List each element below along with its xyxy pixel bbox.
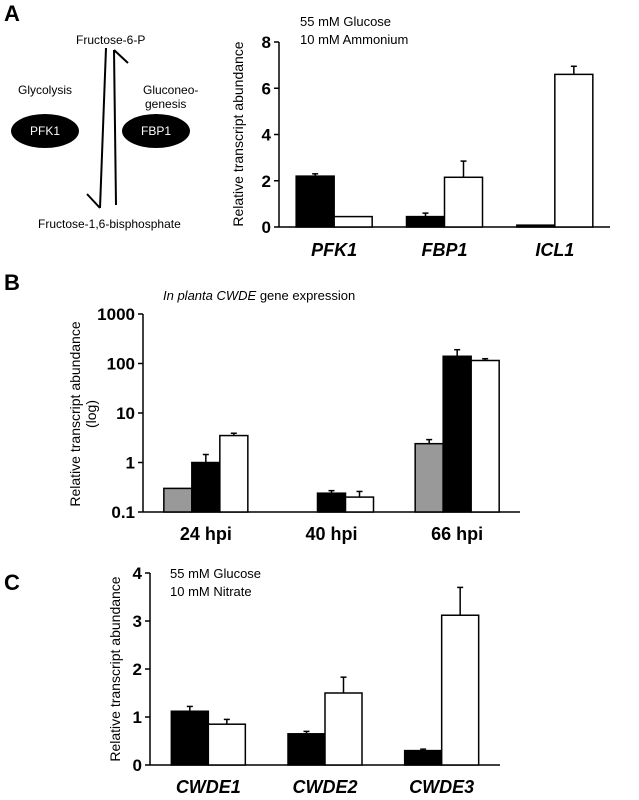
x-category-label: CWDE1	[176, 777, 241, 797]
diagram-bottom-label: Fructose-1,6-bisphosphate	[38, 217, 181, 231]
diagram-gluconeogenesis-line2: genesis	[145, 97, 186, 111]
bar	[403, 749, 443, 766]
x-category-label: CWDE2	[292, 777, 357, 797]
x-category-label: PFK1	[311, 240, 357, 260]
bar	[287, 733, 326, 766]
fbp1-enzyme-label: FBP1	[141, 124, 171, 138]
bar	[516, 224, 556, 228]
bar	[405, 215, 446, 228]
x-category-label: FBP1	[421, 240, 467, 260]
y-axis-label: Relative transcript abundance	[107, 576, 123, 761]
y-tick-label: 8	[262, 33, 271, 52]
gluconeogenesis-arrow-head	[113, 49, 129, 64]
y-tick-label: 2	[133, 660, 142, 679]
y-axis-label-2: (log)	[83, 400, 99, 428]
panel-c-letter: C	[4, 570, 20, 595]
y-tick-label: 100	[107, 355, 135, 374]
chart-a: 0 2 4 6 8 Relative transcript abundance 55 mM …	[230, 14, 610, 260]
x-category-label: 66 hpi	[431, 524, 483, 544]
y-tick-label: 4	[133, 564, 143, 583]
y-tick-label: 2	[262, 172, 271, 191]
chart-annotation: 55 mM Glucose	[170, 566, 261, 581]
bar	[440, 614, 480, 766]
bar	[324, 692, 363, 766]
chart-annotation: 55 mM Glucose	[300, 14, 391, 29]
diagram-glycolysis-label: Glycolysis	[18, 83, 72, 97]
y-tick-label: 1000	[97, 305, 135, 324]
pfk1-enzyme-oval	[11, 114, 79, 148]
y-tick-label: 0.1	[111, 503, 135, 522]
bar	[163, 487, 193, 513]
y-tick-label: 10	[116, 404, 135, 423]
diagram-top-label: Fructose-6-P	[76, 33, 145, 47]
bar	[219, 434, 249, 513]
chart-c: 0 1 2 3 4 Relative transcript abundance 55 mM …	[107, 564, 500, 797]
fbp1-enzyme-oval	[122, 114, 190, 148]
bar	[295, 175, 335, 228]
glycolysis-arrow-shaft	[99, 47, 107, 209]
bar	[191, 461, 221, 513]
x-category-label: 24 hpi	[180, 524, 232, 544]
bar	[316, 492, 347, 513]
chart-annotation: 10 mM Ammonium	[300, 32, 408, 47]
gluconeogenesis-arrow-shaft	[113, 49, 117, 206]
bar	[333, 215, 373, 228]
bar	[344, 496, 375, 513]
x-category-label: ICL1	[535, 240, 574, 260]
bar	[414, 442, 444, 513]
bar	[442, 355, 472, 513]
y-tick-label: 1	[126, 454, 135, 473]
bar	[470, 359, 500, 513]
diagram-gluconeogenesis-line1: Gluconeo-	[143, 83, 198, 97]
bar	[443, 176, 484, 228]
x-category-label: CWDE3	[409, 777, 474, 797]
panel-b-letter: B	[4, 270, 20, 295]
glycolysis-arrow-head	[86, 193, 101, 209]
chart-annotation: 10 mM Nitrate	[170, 584, 252, 599]
chart-title: In planta CWDE gene expression	[163, 288, 355, 303]
pathway-diagram: Fructose-6-P Fructose-1,6-bisphosphate G…	[11, 33, 198, 231]
bar	[207, 723, 247, 766]
panel-a-letter: A	[4, 1, 20, 26]
y-tick-label: 6	[262, 79, 271, 98]
bar	[170, 710, 210, 766]
y-tick-label: 0	[133, 756, 142, 775]
y-tick-label: 1	[133, 708, 142, 727]
y-tick-label: 3	[133, 612, 142, 631]
pfk1-enzyme-label: PFK1	[30, 124, 60, 138]
y-axis-label: Relative transcript abundance	[230, 41, 246, 226]
y-tick-label: 0	[262, 218, 271, 237]
x-category-label: 40 hpi	[305, 524, 357, 544]
y-axis-label: Relative transcript abundance	[67, 321, 83, 506]
bar	[554, 73, 594, 228]
chart-b: 0.1 1 10 100 1000 Relative transcript abundan…	[67, 288, 520, 544]
y-tick-label: 4	[262, 126, 272, 145]
